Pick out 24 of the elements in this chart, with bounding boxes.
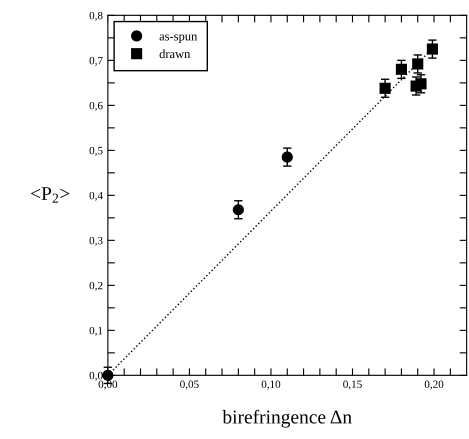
point xyxy=(232,204,244,216)
y-tick-label: 0,4 xyxy=(90,192,103,201)
x-tick-label: 0,20 xyxy=(424,380,444,390)
legend-label: as-spun xyxy=(160,34,198,44)
point xyxy=(412,58,424,70)
y-tick-label: 0,5 xyxy=(90,146,103,156)
point xyxy=(426,44,438,55)
y-tick-label: 0,0 xyxy=(90,372,103,381)
x-axis-title: birefringence Δn xyxy=(222,410,352,428)
point xyxy=(282,152,293,163)
point xyxy=(415,78,427,90)
y-axis-title: <P$_{2}$> xyxy=(31,187,70,203)
point xyxy=(396,64,407,75)
y-tick-label: 0,7 xyxy=(90,56,103,66)
x-tick-label: 0,10 xyxy=(262,380,280,390)
x-tick-label: 0,15 xyxy=(343,380,362,390)
y-tick-label: 0,1 xyxy=(90,326,102,336)
y-tick-label: 0,8 xyxy=(90,12,103,21)
y-tick-label: 0,2 xyxy=(90,282,102,291)
x-tick-label: 0,05 xyxy=(180,380,199,390)
y-tick-label: 0,3 xyxy=(90,236,103,246)
legend-label: drawn xyxy=(160,49,190,58)
y-tick-label: 0,6 xyxy=(90,102,103,111)
point xyxy=(380,82,391,94)
